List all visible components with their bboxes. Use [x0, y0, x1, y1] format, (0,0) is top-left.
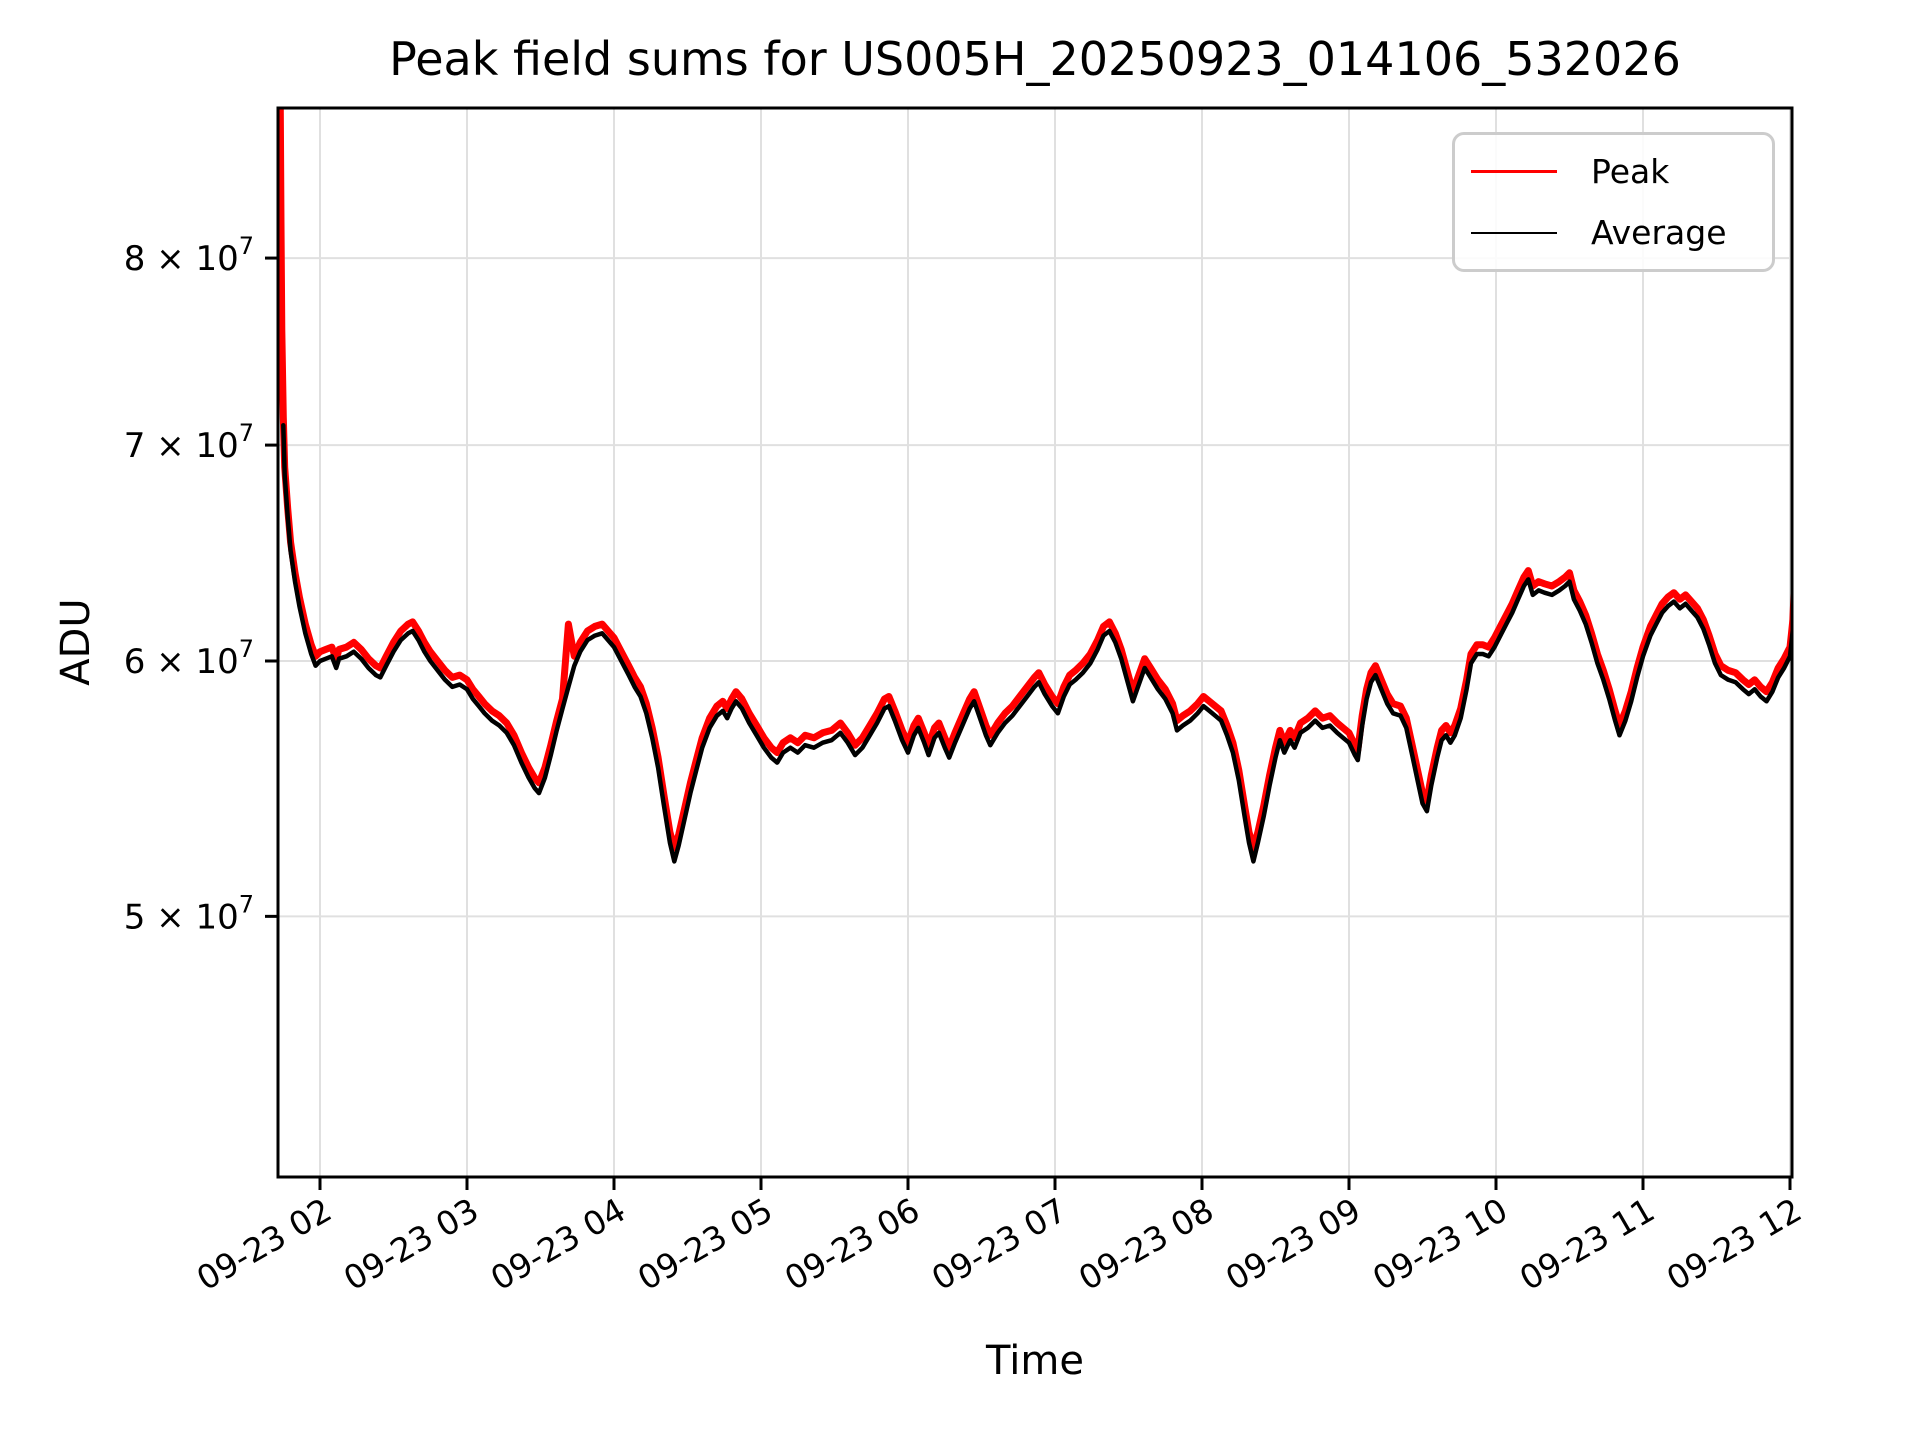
legend: Peak Average: [1452, 132, 1775, 272]
x-tick-label: 09-23 10: [1366, 1190, 1514, 1298]
y-axis-label: ADU: [53, 598, 99, 686]
x-tick-label: 09-23 04: [484, 1190, 632, 1298]
x-tick-label: 09-23 08: [1072, 1190, 1220, 1298]
series-group: [278, 108, 1792, 864]
peak-line-swatch: [1471, 169, 1557, 173]
x-tick-label: 09-23 05: [631, 1190, 779, 1298]
x-tick-label: 09-23 07: [925, 1190, 1073, 1298]
gridlines: [278, 108, 1792, 1177]
x-tick-label: 09-23 11: [1513, 1190, 1661, 1298]
x-tick-label: 09-23 03: [337, 1190, 485, 1298]
legend-item-average: Average: [1455, 208, 1772, 258]
series-line-average: [281, 422, 1792, 864]
average-line-swatch: [1471, 231, 1557, 234]
legend-label-peak: Peak: [1591, 151, 1670, 191]
x-axis-label: Time: [986, 1338, 1084, 1384]
y-tick-label: 8 × 107: [124, 232, 254, 279]
legend-item-peak: Peak: [1455, 146, 1772, 196]
x-tick-label: 09-23 12: [1660, 1190, 1808, 1298]
x-tick-label: 09-23 09: [1219, 1190, 1367, 1298]
chart-title: Peak field sums for US005H_20250923_0141…: [389, 32, 1681, 86]
x-tick-label: 09-23 06: [778, 1190, 926, 1298]
axes-frame: [276, 106, 1794, 1179]
x-tick-label: 09-23 02: [190, 1190, 338, 1298]
legend-label-average: Average: [1591, 213, 1727, 253]
y-tick-label: 7 × 107: [124, 419, 254, 466]
y-tick-label: 5 × 107: [124, 890, 254, 937]
y-tick-label: 6 × 107: [124, 635, 254, 682]
tick-group: 09-23 02 09-23 03 09-23 04 09-23 05 09-23 06…: [124, 232, 1808, 1298]
series-line-peak: [278, 108, 1792, 852]
